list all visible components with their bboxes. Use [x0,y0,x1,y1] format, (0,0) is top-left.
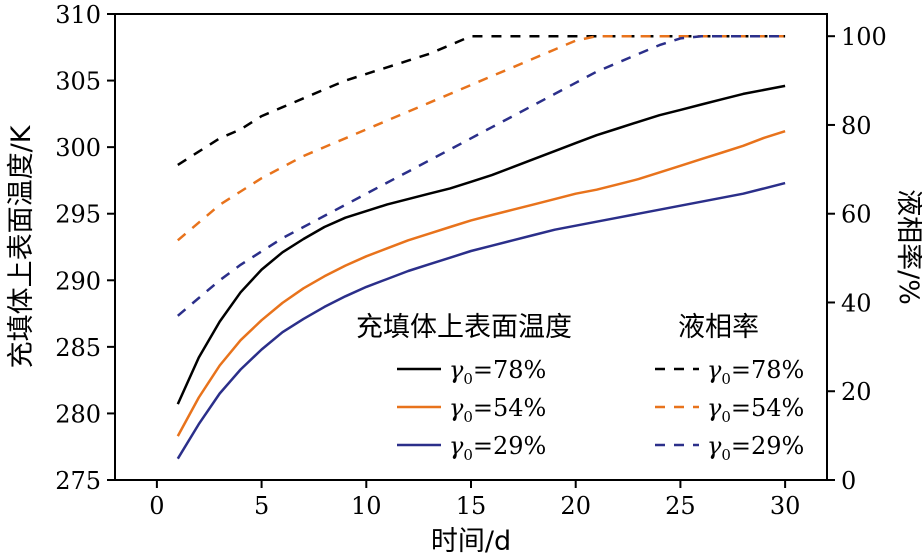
y-right-tick-label: 40 [841,289,872,317]
temperature-series-0 [176,84,786,405]
y-left-tick-label: 295 [55,201,101,229]
tick-labels: 0 5 10 15 20 25 30 275 280 285 290 295 300 305 310 0 20 4… [55,1,887,520]
temperature-series-2 [176,181,786,460]
x-tick-label: 20 [560,492,591,520]
y-left-tick-label: 310 [55,1,101,29]
y-right-tick-label: 0 [841,467,856,495]
y-left-tick-label: 300 [55,134,101,162]
y-left-tick-label: 280 [55,400,101,428]
liquid-fraction-series-4 [176,34,786,242]
x-tick-label: 15 [456,492,487,520]
x-tick-label: 25 [665,492,696,520]
y-left-tick-label: 275 [55,467,101,495]
x-tick-label: 30 [770,492,801,520]
y-right-tick-label: 100 [841,23,887,51]
legend-heading-temperature: 充填体上表面温度 [356,312,572,343]
x-axis-title: 时间/d [431,526,511,557]
legend-liquid-fraction-label-0: γ0=78% [707,356,804,388]
liquid-fraction-series-3 [177,34,786,166]
legend: 充填体上表面温度 液相率 γ0=78% γ0=54% γ0=29% γ0=78% γ0=… [356,312,804,464]
legend-temperature-label-1: γ0=54% [449,394,546,426]
x-tick-label: 10 [351,492,382,520]
tick-marks [107,13,835,488]
liquid-fraction-series-5 [176,34,786,317]
x-tick-label: 5 [254,492,269,520]
legend-liquid-fraction-label-1: γ0=54% [707,394,804,426]
legend-heading-liquid-fraction: 液相率 [678,312,759,343]
y-axis-left-title: 充填体上表面温度/K [6,124,37,368]
legend-temperature-label-0: γ0=78% [449,356,546,388]
y-right-tick-label: 60 [841,201,872,229]
series-lines [176,34,786,460]
legend-liquid-fraction-label-2: γ0=29% [707,432,804,464]
y-axis-right-title: 液相率/% [893,189,922,305]
temperature-series-1 [176,130,786,437]
y-left-tick-label: 285 [55,334,101,362]
y-right-tick-label: 80 [841,112,872,140]
y-right-tick-label: 20 [841,378,872,406]
x-tick-label: 0 [149,492,164,520]
legend-temperature-label-2: γ0=29% [449,432,546,464]
y-left-tick-label: 305 [55,68,101,96]
y-left-tick-label: 290 [55,267,101,295]
